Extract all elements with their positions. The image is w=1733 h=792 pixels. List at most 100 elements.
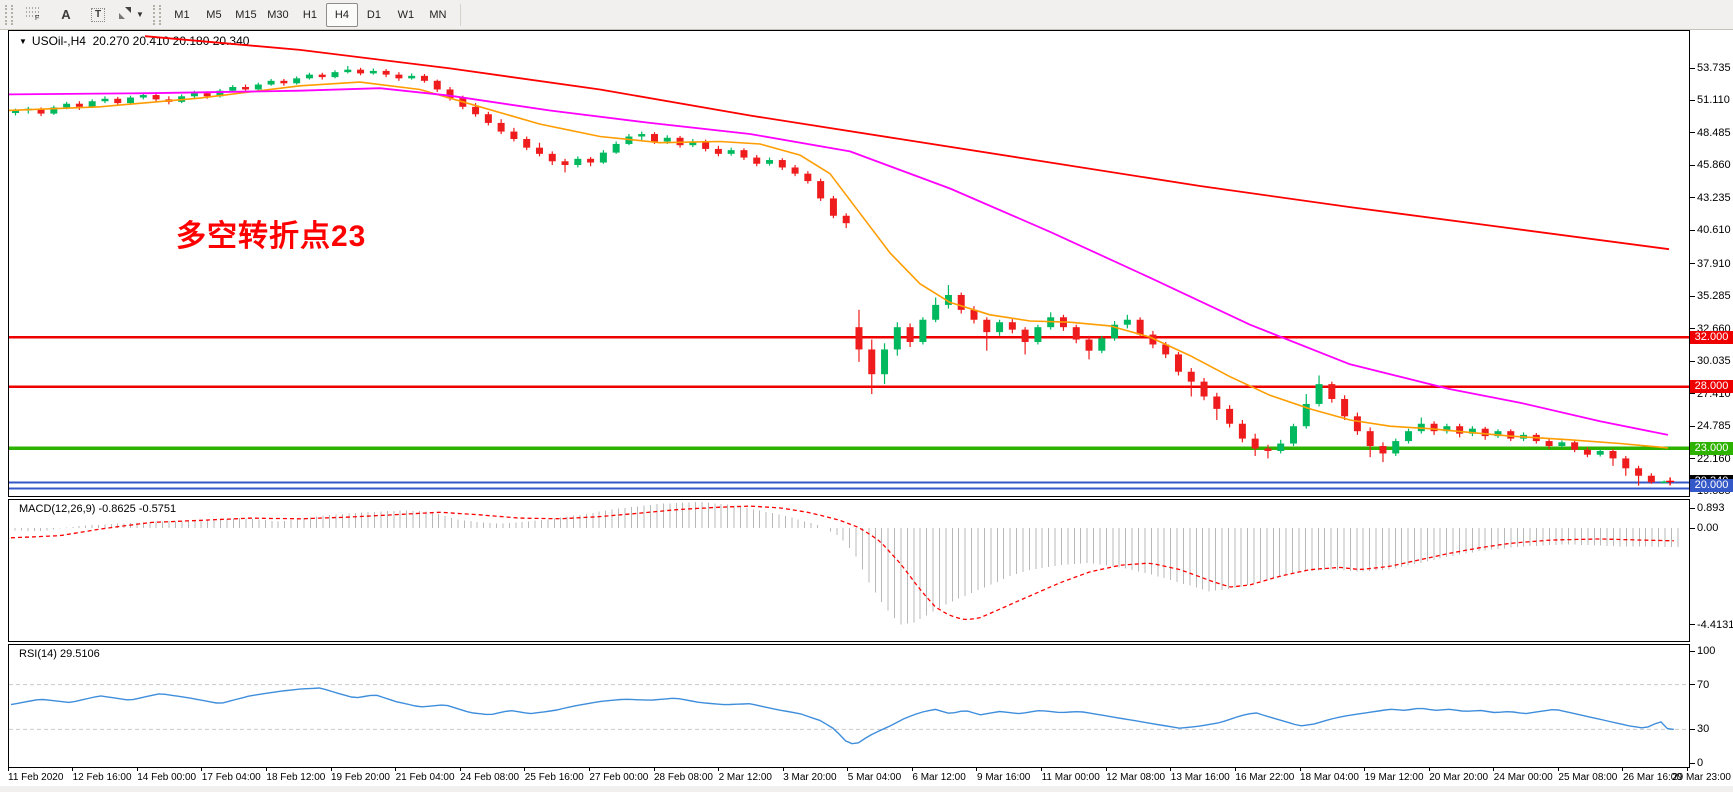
time-axis-tick (1041, 768, 1042, 771)
price-axis-tick (1690, 132, 1695, 133)
price-axis-label: 45.860 (1697, 159, 1731, 172)
time-axis-tick (912, 768, 913, 771)
timeframe-button-m5[interactable]: M5 (206, 8, 222, 21)
window-bottom-edge (0, 786, 1733, 792)
time-axis-tick (524, 768, 525, 771)
price-axis-tick (1690, 296, 1695, 297)
price-axis-label: 53.735 (1697, 62, 1731, 74)
svg-text:F: F (35, 15, 39, 21)
price-axis-tick (1690, 68, 1695, 69)
macd-axis-label: 0.00 (1697, 522, 1719, 534)
macd-axis-tick (1690, 624, 1695, 625)
time-axis-label: 11 Mar 00:00 (1041, 772, 1100, 783)
toolbar-drag-handle[interactable] (5, 4, 13, 25)
time-axis-label: 19 Mar 12:00 (1364, 772, 1424, 783)
time-axis-label: 21 Feb 04:00 (395, 772, 455, 783)
toolbar-separator (459, 3, 461, 26)
time-axis-label: 28 Feb 08:00 (654, 772, 713, 783)
rsi-label: RSI(14) 29.5106 (19, 648, 100, 660)
macd-axis-label: -4.4131 (1697, 618, 1733, 631)
time-axis-label: 12 Mar 08:00 (1106, 772, 1166, 783)
price-axis-label: 30.035 (1697, 355, 1731, 368)
time-axis-tick (137, 768, 138, 771)
macd-axis-tick (1690, 508, 1695, 509)
price-axis-label: 43.235 (1697, 191, 1731, 204)
time-axis-label: 24 Feb 08:00 (460, 772, 520, 783)
time-axis-label: 2 Mar 12:00 (718, 772, 772, 783)
time-axis-tick (1235, 768, 1236, 771)
price-axis-tick (1690, 361, 1695, 362)
timeframe-button-m30[interactable]: M30 (267, 8, 289, 21)
price-axis-tick (1690, 393, 1695, 394)
price-axis-label: 22.160 (1697, 452, 1731, 465)
time-axis-tick (1429, 768, 1430, 771)
price-axis-tick (1690, 328, 1695, 329)
time-axis-label: 18 Feb 12:00 (266, 772, 326, 783)
chart-annotation-text: 多空转折点23 (176, 220, 367, 253)
timeframe-button-m15[interactable]: M15 (235, 8, 257, 21)
price-line-label: 23.000 (1690, 441, 1733, 455)
chevron-down-icon: ▼ (136, 10, 144, 19)
text-label-icon: T (90, 7, 106, 22)
price-line-label: 32.000 (1690, 330, 1733, 344)
macd-indicator-panel[interactable]: MACD(12,26,9) -0.8625 -0.5751 (8, 499, 1690, 642)
timeframe-button-h1[interactable]: H1 (302, 8, 317, 21)
macd-axis-label: 0.893 (1697, 502, 1725, 515)
time-axis-tick (783, 768, 784, 771)
time-axis-tick (1300, 768, 1301, 771)
timeframe-button-h4[interactable]: H4 (325, 2, 358, 27)
time-axis-label: 6 Mar 12:00 (912, 772, 966, 783)
price-axis-tick (1690, 230, 1695, 231)
timeframe-button-m1[interactable]: M1 (174, 8, 190, 21)
timeframe-toolbar-drag-handle[interactable] (152, 4, 161, 25)
time-axis-label: 25 Mar 08:00 (1558, 772, 1618, 783)
time-axis-label: 5 Mar 04:00 (847, 772, 902, 783)
price-axis-label: 51.110 (1697, 94, 1730, 107)
time-axis-label: 18 Mar 04:00 (1300, 772, 1359, 783)
text-tool-button[interactable]: A (50, 3, 82, 27)
fibonacci-retracement-button[interactable]: F (18, 3, 50, 27)
time-axis-label: 20 Mar 20:00 (1429, 772, 1489, 783)
time-axis-tick (266, 768, 267, 771)
rsi-axis-tick (1690, 763, 1695, 764)
macd-axis-tick (1690, 528, 1695, 529)
time-axis-tick (718, 768, 719, 771)
rsi-axis-label: 100 (1697, 645, 1716, 657)
time-axis-tick (976, 768, 977, 771)
rsi-indicator-panel[interactable]: RSI(14) 29.5106 (8, 644, 1690, 768)
text-label-tool-button[interactable]: T (82, 3, 114, 27)
time-axis-tick (589, 768, 590, 771)
timeframe-button-w1[interactable]: W1 (397, 8, 415, 21)
time-axis-label: 11 Feb 2020 (8, 772, 64, 783)
price-axis-tick (1690, 197, 1695, 198)
time-axis-tick (1106, 768, 1107, 771)
symbol-dropdown-icon[interactable]: ▼ (19, 37, 27, 46)
time-axis-tick (331, 768, 332, 771)
time-axis-tick (460, 768, 461, 771)
price-line-label: 20.000 (1690, 479, 1733, 493)
time-axis-label: 24 Mar 00:00 (1493, 772, 1553, 783)
time-axis-tick (654, 768, 655, 771)
time-axis-label: 27 Feb 00:00 (589, 772, 649, 783)
price-axis-label: 24.785 (1697, 420, 1731, 433)
arrows-tool-button[interactable]: ▼ (114, 3, 148, 27)
rsi-axis-tick (1690, 729, 1695, 730)
time-axis-tick (1687, 768, 1688, 771)
rsi-axis-tick (1690, 684, 1695, 685)
left-gutter (0, 30, 8, 792)
price-chart-panel[interactable]: ▼ USOil-,H4 20.270 20.410 20.180 20.340 多… (8, 30, 1690, 497)
macd-label: MACD(12,26,9) -0.8625 -0.5751 (19, 503, 177, 515)
timeframe-button-mn[interactable]: MN (429, 8, 447, 21)
timeframe-button-d1[interactable]: D1 (366, 8, 381, 21)
arrows-icon (118, 6, 133, 23)
time-axis-tick (72, 768, 73, 771)
time-axis-tick (201, 768, 202, 771)
rsi-axis-label: 70 (1697, 678, 1710, 691)
candlestick-chart (9, 35, 1689, 490)
price-axis-tick (1690, 100, 1695, 101)
time-axis-label: 16 Mar 22:00 (1235, 772, 1295, 783)
time-axis-tick (395, 768, 396, 771)
price-axis-label: 48.485 (1697, 126, 1731, 139)
time-axis-label: 13 Mar 16:00 (1170, 772, 1230, 783)
time-axis-label: 19 Feb 20:00 (331, 772, 390, 783)
